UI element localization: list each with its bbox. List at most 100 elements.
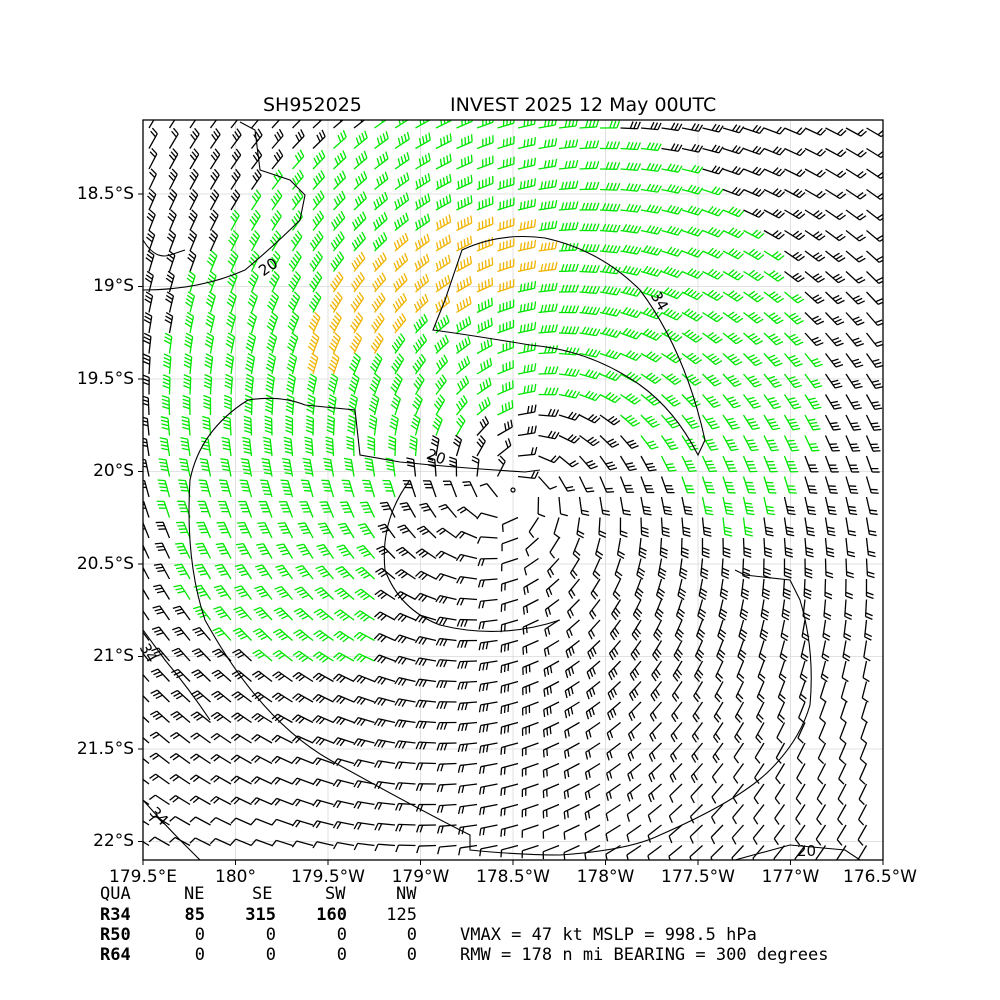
barb-feather bbox=[143, 339, 151, 345]
barb-feather bbox=[605, 391, 612, 398]
barb-feather bbox=[439, 680, 444, 689]
barb-feather bbox=[588, 244, 593, 252]
wind-barb bbox=[436, 803, 457, 813]
barb-feather bbox=[309, 342, 316, 349]
barb-feather bbox=[543, 140, 547, 148]
barb-feather bbox=[547, 607, 552, 615]
wind-barb bbox=[457, 721, 478, 732]
barb-feather bbox=[449, 463, 457, 468]
barb-feather bbox=[312, 841, 318, 849]
barb-feather bbox=[351, 376, 359, 383]
barb-staff bbox=[626, 803, 642, 816]
barb-feather bbox=[459, 532, 466, 539]
barb-staff bbox=[279, 628, 293, 641]
barb-feather bbox=[643, 509, 651, 512]
barb-staff bbox=[220, 585, 232, 600]
barb-feather bbox=[439, 219, 442, 228]
barb-feather bbox=[667, 184, 673, 192]
wind-barb bbox=[168, 127, 179, 149]
wind-barb bbox=[274, 585, 293, 600]
barb-feather bbox=[479, 383, 483, 392]
barb-feather bbox=[399, 217, 404, 225]
barb-feather bbox=[653, 163, 659, 172]
barb-staff bbox=[563, 803, 580, 813]
barb-staff bbox=[382, 545, 396, 559]
barb-feather bbox=[319, 592, 327, 597]
barb-staff bbox=[353, 120, 366, 129]
barb-feather bbox=[337, 134, 342, 143]
wind-barb bbox=[612, 578, 622, 601]
barb-feather bbox=[307, 397, 315, 403]
barb-feather bbox=[592, 440, 600, 447]
barb-staff bbox=[256, 797, 273, 806]
barb-feather bbox=[568, 305, 572, 313]
wind-barb bbox=[517, 157, 537, 170]
barb-staff bbox=[497, 387, 514, 396]
barb-feather bbox=[461, 744, 465, 752]
barb-feather bbox=[155, 587, 163, 591]
barb-feather bbox=[339, 676, 346, 683]
barb-staff bbox=[250, 235, 261, 252]
barb-feather bbox=[626, 224, 631, 232]
barb-staff bbox=[620, 147, 638, 151]
barb-feather bbox=[311, 318, 318, 325]
barb-staff bbox=[400, 591, 416, 601]
barb-feather bbox=[464, 723, 468, 731]
barb-staff bbox=[655, 578, 663, 596]
barb-feather bbox=[213, 606, 221, 610]
barb-staff bbox=[195, 795, 211, 806]
barb-feather bbox=[605, 203, 610, 211]
wind-barb bbox=[500, 824, 519, 837]
barb-feather bbox=[312, 757, 318, 765]
barb-feather bbox=[204, 360, 212, 365]
wind-barb bbox=[227, 250, 239, 272]
wind-barb bbox=[406, 457, 417, 477]
barb-feather bbox=[191, 151, 198, 158]
wind-barb bbox=[521, 783, 539, 797]
barb-feather bbox=[549, 485, 557, 490]
barb-feather bbox=[380, 699, 387, 706]
barb-feather bbox=[233, 171, 239, 179]
wind-barb bbox=[620, 141, 641, 151]
barb-feather bbox=[620, 530, 628, 535]
barb-staff bbox=[384, 523, 396, 539]
barb-feather bbox=[174, 108, 179, 114]
barb-feather bbox=[588, 632, 593, 640]
barb-feather bbox=[414, 636, 420, 644]
barb-feather bbox=[457, 744, 461, 753]
barb-feather bbox=[155, 715, 163, 721]
barb-feather bbox=[547, 283, 551, 292]
wind-barb bbox=[369, 352, 383, 375]
barb-feather bbox=[567, 668, 572, 677]
barb-feather bbox=[525, 605, 529, 614]
barb-feather bbox=[547, 304, 551, 312]
barb-feather bbox=[263, 443, 272, 447]
barb-feather bbox=[461, 764, 465, 773]
barb-feather bbox=[343, 532, 351, 535]
barb-feather bbox=[259, 109, 263, 115]
wind-barb bbox=[640, 517, 649, 538]
barb-staff bbox=[599, 476, 608, 493]
wind-barb bbox=[226, 311, 237, 334]
barb-staff bbox=[609, 619, 622, 635]
barb-feather bbox=[132, 606, 139, 608]
barb-staff bbox=[265, 501, 273, 518]
barb-feather bbox=[374, 802, 379, 810]
barb-feather bbox=[617, 550, 625, 556]
wind-barb bbox=[654, 599, 664, 621]
barb-feather bbox=[291, 756, 298, 764]
barb-feather bbox=[402, 214, 407, 223]
barb-feather bbox=[342, 130, 347, 138]
barb-feather bbox=[534, 471, 539, 479]
wind-barb bbox=[579, 120, 600, 129]
barb-feather bbox=[307, 401, 315, 406]
barb-staff bbox=[143, 757, 150, 765]
barb-feather bbox=[143, 416, 148, 420]
barb-feather bbox=[147, 233, 154, 239]
barb-staff bbox=[517, 349, 535, 355]
barb-feather bbox=[353, 759, 359, 767]
barb-feather bbox=[273, 607, 281, 612]
barb-feather bbox=[646, 308, 653, 316]
barb-feather bbox=[351, 242, 357, 250]
barb-feather bbox=[360, 740, 366, 748]
